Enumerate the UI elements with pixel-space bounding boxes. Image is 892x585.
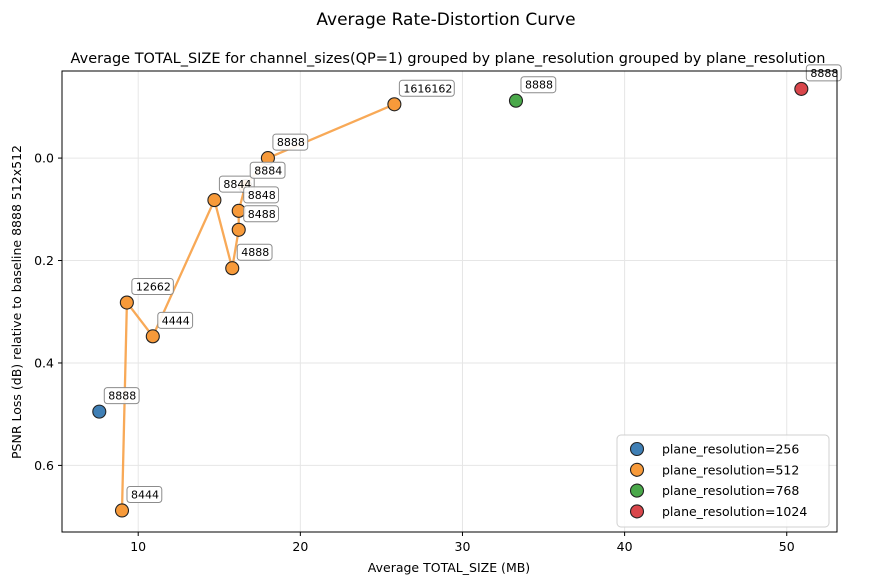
data-point — [508, 93, 524, 108]
legend: plane_resolution=256 plane_resolution=512… — [616, 434, 830, 528]
data-point — [794, 81, 809, 96]
point-label-text: 8888 — [525, 79, 553, 92]
point-label-box — [805, 64, 842, 82]
point-label-text: 8488 — [248, 208, 276, 221]
point-label-box — [103, 387, 140, 405]
point-label-box — [398, 79, 455, 97]
axis-ticks: 10 20 30 40 50 0.0 0.2 0.4 0.6 — [34, 151, 795, 554]
point-label-box — [126, 485, 163, 503]
data-points — [92, 81, 809, 518]
legend-marker — [629, 441, 645, 457]
point-label: 4444 — [157, 311, 194, 329]
point-label: 8884 — [249, 161, 286, 179]
legend-marker — [629, 462, 645, 477]
data-point — [231, 222, 246, 237]
point-label: 1616162 — [398, 79, 455, 97]
point-label: 8488 — [243, 205, 280, 223]
point-label-box — [243, 186, 280, 204]
point-label: 8888 — [272, 133, 309, 151]
point-label-box — [131, 278, 174, 296]
point-label-text: 8888 — [810, 67, 838, 80]
point-label-box — [243, 205, 280, 223]
y-tick-label: 0.0 — [34, 151, 54, 166]
point-label-text: 8888 — [277, 136, 305, 149]
data-point — [114, 503, 130, 518]
point-label: 8444 — [126, 485, 163, 503]
chart-title: Average Rate-Distortion Curve — [316, 10, 575, 30]
data-point — [145, 329, 160, 344]
x-tick-label: 10 — [130, 539, 146, 554]
point-label-text: 8848 — [248, 189, 276, 202]
x-tick-label: 50 — [779, 539, 795, 554]
legend-marker — [629, 483, 645, 498]
x-axis-label: Average TOTAL_SIZE (MB) — [368, 560, 530, 575]
point-label: 12662 — [131, 278, 174, 296]
y-tick-label: 0.6 — [34, 458, 54, 473]
legend-marker — [629, 504, 645, 519]
point-label: 8888 — [805, 64, 842, 82]
y-tick-label: 0.4 — [34, 355, 54, 370]
point-label: 8888 — [520, 76, 557, 94]
y-axis-label: PSNR Loss (dB) relative to baseline 8888… — [9, 145, 24, 459]
x-tick-label: 20 — [292, 539, 308, 554]
legend-label: plane_resolution=768 — [662, 483, 799, 498]
legend-box — [616, 434, 830, 528]
point-label-box — [236, 243, 273, 261]
data-point — [207, 193, 222, 208]
plot-area-frame — [61, 70, 838, 533]
legend-label: plane_resolution=512 — [662, 462, 799, 477]
point-label-text: 4444 — [162, 314, 190, 327]
point-label-text: 8444 — [131, 488, 159, 501]
point-label: 8888 — [103, 387, 140, 405]
point-label-text: 1616162 — [403, 82, 452, 95]
legend-label: plane_resolution=1024 — [662, 504, 807, 519]
legend-label: plane_resolution=256 — [662, 442, 799, 457]
point-label-box — [520, 76, 557, 94]
data-point — [119, 295, 134, 310]
point-label-text: 4888 — [241, 246, 269, 259]
point-label-text: 12662 — [136, 281, 171, 294]
point-label-box — [272, 133, 309, 151]
point-label: 4888 — [236, 243, 273, 261]
point-annotations: 8888844412662444488444888848888488884888… — [103, 64, 842, 503]
y-tick-label: 0.2 — [34, 253, 54, 268]
chart-subtitle: Average TOTAL_SIZE for channel_sizes(QP=… — [71, 51, 826, 67]
data-point — [387, 97, 402, 112]
data-point — [92, 404, 107, 419]
data-point — [225, 261, 240, 276]
x-tick-label: 30 — [455, 539, 471, 554]
point-label: 8848 — [243, 186, 280, 204]
x-tick-label: 40 — [617, 539, 633, 554]
point-label-box — [249, 161, 286, 179]
point-label-text: 8888 — [108, 390, 136, 403]
point-label-text: 8884 — [254, 164, 282, 177]
point-label-box — [157, 311, 194, 329]
